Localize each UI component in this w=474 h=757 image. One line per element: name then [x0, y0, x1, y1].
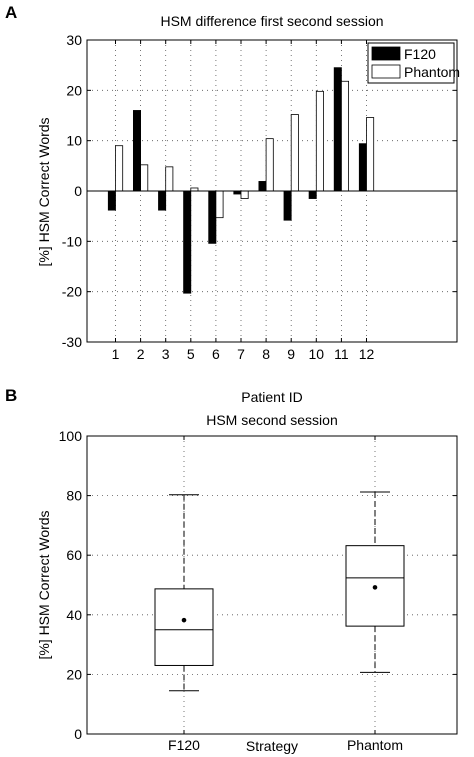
chart-b-title: HSM second session [206, 412, 338, 428]
chart-a-bar-phantom-11 [340, 80, 349, 192]
chart-a-title: HSM difference first second session [160, 13, 383, 29]
panel-a-letter: A [5, 3, 17, 22]
chart-b-x-label: Strategy [246, 738, 298, 754]
chart-a-y-label: [%] HSM Correct Words [36, 117, 52, 266]
bar-chart: HSM difference first second session -30-… [36, 13, 460, 405]
chart-b-y-tick-label: 20 [66, 666, 82, 682]
chart-a-bar-f120-11 [333, 67, 342, 192]
chart-a-x-tick-label: 2 [137, 346, 145, 362]
chart-a-bar-f120-2 [132, 110, 141, 192]
chart-a-x-tick-label: 8 [262, 346, 270, 362]
chart-a-bar-phantom-9 [290, 114, 299, 192]
chart-b-y-tick-label: 0 [74, 726, 82, 742]
chart-a-x-tick-label: 10 [309, 346, 325, 362]
chart-a-bar-phantom-7 [240, 190, 249, 199]
chart-a-x-tick-label: 3 [162, 346, 170, 362]
chart-a-y-tick-label: 0 [74, 183, 82, 199]
chart-a-x-ticks: 1 2 3 5 6 7 8 9 10 11 12 [112, 40, 375, 362]
chart-b-frame [86, 435, 458, 735]
chart-a-y-tick-label: -30 [62, 334, 82, 350]
chart-b-mean-f120 [181, 617, 187, 623]
chart-b-x-tick-label: Phantom [347, 737, 403, 753]
chart-b-y-tick-label: 60 [66, 547, 82, 563]
chart-a-bar-f120-1 [107, 190, 116, 211]
chart-a-y-tick-label: 30 [66, 32, 82, 48]
chart-a-y-tick-label: 10 [66, 133, 82, 149]
chart-b-x-tick-label: F120 [168, 737, 200, 753]
chart-a-y-ticks: -30 -20 -10 0 10 20 30 [62, 32, 457, 350]
chart-b-y-tick-label: 100 [59, 428, 83, 444]
chart-a-bar-phantom-8 [265, 138, 274, 192]
chart-a-bar-f120-9 [283, 190, 292, 221]
chart-a-legend-swatch-phantom [371, 64, 401, 79]
chart-a-bar-phantom-3 [165, 166, 174, 192]
chart-b-y-label: [%] HSM Correct Words [36, 510, 52, 659]
chart-a-bar-phantom-10 [315, 90, 324, 192]
chart-a-x-tick-label: 6 [212, 346, 220, 362]
chart-a-bar-f120-10 [308, 190, 317, 199]
chart-a-x-label: Patient ID [241, 389, 302, 405]
chart-a-bar-f120-8 [258, 181, 267, 192]
chart-a-bar-phantom-12 [366, 117, 375, 192]
chart-a-y-tick-label: 20 [66, 82, 82, 98]
chart-b-boxes [154, 491, 405, 692]
chart-a-legend-label-f120: F120 [404, 46, 436, 62]
chart-b-grid [87, 436, 457, 734]
chart-a-y-tick-label: -10 [62, 233, 82, 249]
chart-b-y-tick-label: 80 [66, 488, 82, 504]
chart-b-y-tick-label: 40 [66, 607, 82, 623]
chart-b-box-f120 [154, 588, 214, 666]
panel-b-letter: B [5, 386, 17, 405]
chart-a-x-tick-label: 11 [334, 346, 349, 362]
chart-b-x-ticks: F120 Phantom [168, 436, 403, 753]
chart-a-bar-f120-6 [208, 190, 217, 244]
chart-a-x-tick-label: 9 [287, 346, 295, 362]
chart-b-mean-phantom [372, 585, 378, 590]
chart-a-legend-swatch-f120 [371, 46, 401, 61]
chart-b-y-ticks: 0 20 40 60 80 100 [59, 428, 457, 742]
chart-a-x-tick-label: 7 [237, 346, 245, 362]
chart-a-legend-label-phantom: Phantom [404, 64, 460, 80]
chart-a-bar-f120-5 [183, 190, 192, 294]
chart-a-bar-f120-3 [158, 190, 167, 211]
chart-a-bar-phantom-6 [215, 190, 224, 219]
chart-a-x-tick-label: 5 [187, 346, 195, 362]
chart-a-bar-f120-12 [358, 143, 367, 192]
box-plot: HSM second session 0 20 40 60 80 100 F120 Phan… [36, 412, 458, 754]
chart-a-x-tick-label: 1 [112, 346, 120, 362]
chart-a-bar-phantom-2 [140, 164, 149, 192]
chart-a-bar-phantom-1 [115, 145, 124, 192]
chart-a-x-tick-label: 12 [359, 346, 375, 362]
chart-a-y-tick-label: -20 [62, 284, 82, 300]
chart-a-legend: F120 Phantom [367, 42, 460, 84]
